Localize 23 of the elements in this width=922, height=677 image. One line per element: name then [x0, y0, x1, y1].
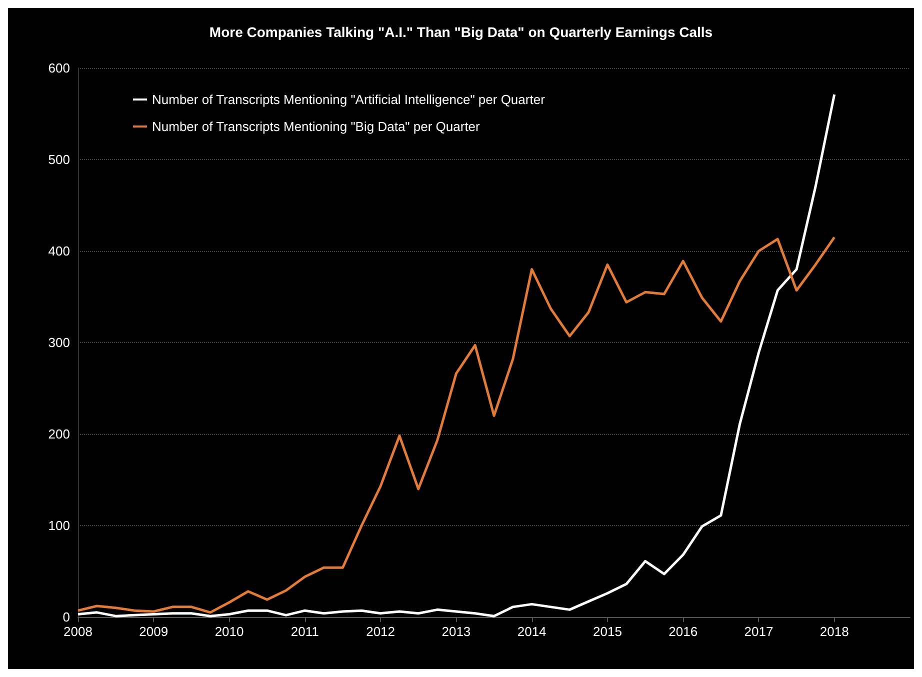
x-tick-label: 2016: [668, 624, 698, 639]
chart-title: More Companies Talking "A.I." Than "Big Data" on Quarterly Earnings Calls: [209, 24, 713, 40]
y-tick-label: 200: [48, 426, 70, 442]
x-tick-label: 2015: [592, 624, 622, 639]
x-tick-label: 2014: [517, 624, 546, 639]
y-tick-label: 500: [48, 152, 70, 167]
legend-label: Number of Transcripts Mentioning "Big Data" per Quarter: [152, 119, 481, 134]
x-tick-label: 2008: [64, 624, 92, 639]
y-tick-label: 600: [48, 60, 70, 76]
x-tick-label: 2011: [290, 624, 319, 639]
x-tick-label: 2010: [214, 624, 244, 639]
y-tick-label: 100: [48, 518, 70, 533]
line-series: [76, 93, 836, 618]
y-tick-label: 300: [48, 335, 70, 350]
line-series: [76, 236, 836, 614]
x-tick-label: 2009: [139, 624, 168, 639]
legend-label: Number of Transcripts Mentioning "Artificial Intelligence" per Quarter: [152, 92, 546, 107]
x-tick-label: 2017: [744, 624, 774, 639]
x-tick-label: 2012: [366, 624, 396, 639]
y-tick-label: 0: [62, 610, 70, 624]
y-tick-label: 400: [48, 244, 70, 258]
x-tick-label: 2013: [442, 624, 471, 639]
x-tick-label: 2018: [820, 624, 849, 639]
